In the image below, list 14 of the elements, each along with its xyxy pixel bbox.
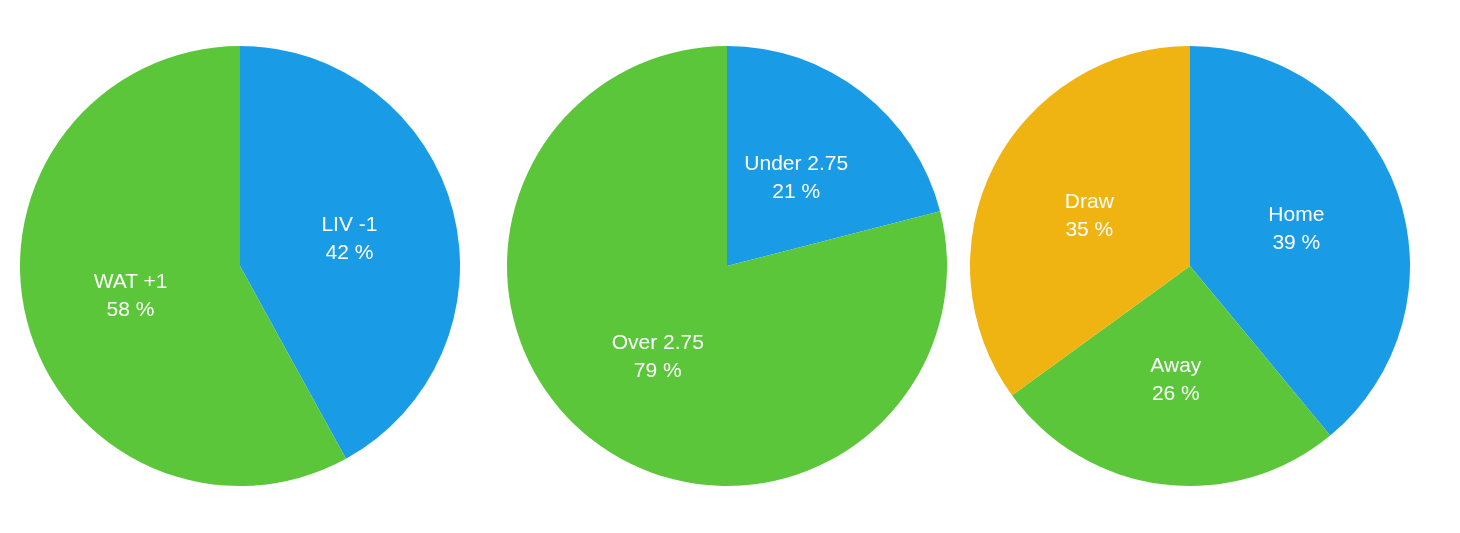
slice-label: Over 2.75 bbox=[611, 329, 704, 353]
data-label: 39 % bbox=[1272, 230, 1321, 254]
data-label: 35 % bbox=[1065, 217, 1114, 241]
data-label: 21 % bbox=[772, 179, 821, 203]
slice-label: Under 2.75 bbox=[744, 151, 849, 175]
slice-label: Home bbox=[1268, 202, 1325, 226]
data-label: 79 % bbox=[633, 357, 682, 381]
slice-label: Draw bbox=[1064, 189, 1115, 213]
data-label: 58 % bbox=[106, 296, 155, 320]
data-label: 26 % bbox=[1151, 380, 1200, 404]
data-label: 42 % bbox=[325, 240, 374, 264]
slice-label: LIV -1 bbox=[321, 212, 378, 236]
slice-label: WAT +1 bbox=[93, 268, 168, 292]
slice-label: Away bbox=[1150, 352, 1202, 376]
